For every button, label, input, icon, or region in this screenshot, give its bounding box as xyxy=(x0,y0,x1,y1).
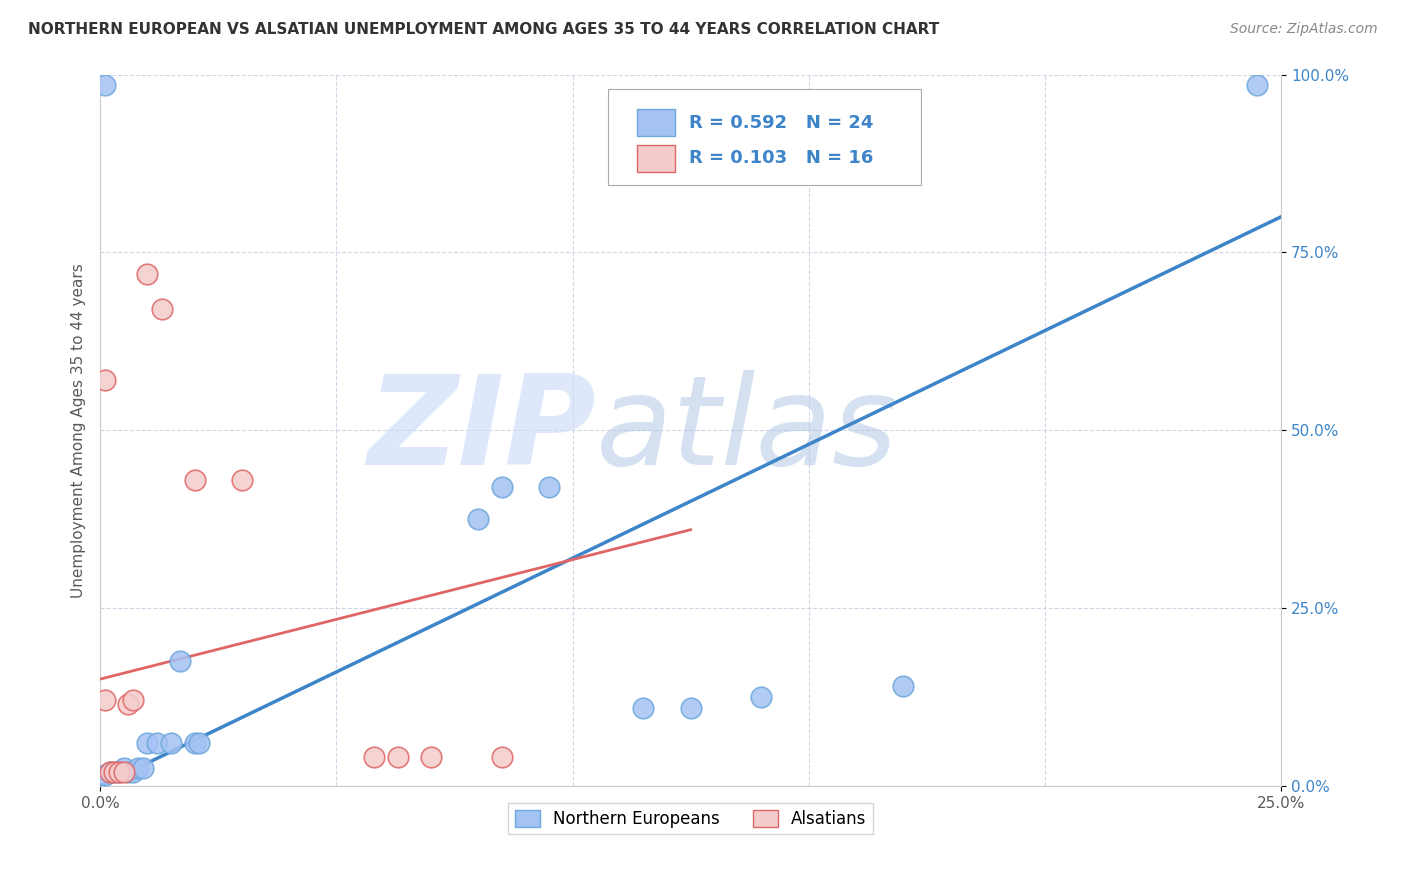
Point xyxy=(112,764,135,779)
Point xyxy=(633,700,655,714)
Point xyxy=(131,761,153,775)
Point xyxy=(117,697,139,711)
Bar xyxy=(637,110,675,136)
Point xyxy=(98,764,121,779)
Text: Source: ZipAtlas.com: Source: ZipAtlas.com xyxy=(1230,22,1378,37)
Point xyxy=(1246,78,1268,93)
Text: ZIP: ZIP xyxy=(367,369,596,491)
Point xyxy=(122,764,145,779)
Point xyxy=(169,654,191,668)
Point xyxy=(108,764,131,779)
Text: atlas: atlas xyxy=(596,369,898,491)
Bar xyxy=(637,145,675,172)
Point xyxy=(127,761,149,775)
Point xyxy=(537,480,560,494)
Point xyxy=(363,750,385,764)
Text: R = 0.592   N = 24: R = 0.592 N = 24 xyxy=(689,114,873,132)
Point xyxy=(751,690,773,704)
Point xyxy=(679,700,702,714)
Point xyxy=(146,736,169,750)
Legend: Northern Europeans, Alsatians: Northern Europeans, Alsatians xyxy=(508,803,873,834)
Point xyxy=(94,768,117,782)
Point xyxy=(94,693,117,707)
Point xyxy=(103,764,125,779)
Point xyxy=(103,764,125,779)
Point xyxy=(231,473,253,487)
Point xyxy=(112,761,135,775)
Point xyxy=(491,480,513,494)
Point xyxy=(183,473,205,487)
FancyBboxPatch shape xyxy=(607,88,921,185)
Point xyxy=(183,736,205,750)
Point xyxy=(150,302,173,317)
Point xyxy=(891,679,914,693)
Point xyxy=(98,764,121,779)
Point xyxy=(122,693,145,707)
Point xyxy=(491,750,513,764)
Point xyxy=(387,750,409,764)
Point xyxy=(117,764,139,779)
Point xyxy=(419,750,441,764)
Text: NORTHERN EUROPEAN VS ALSATIAN UNEMPLOYMENT AMONG AGES 35 TO 44 YEARS CORRELATION: NORTHERN EUROPEAN VS ALSATIAN UNEMPLOYME… xyxy=(28,22,939,37)
Point xyxy=(136,267,159,281)
Point xyxy=(136,736,159,750)
Point xyxy=(94,78,117,93)
Y-axis label: Unemployment Among Ages 35 to 44 years: Unemployment Among Ages 35 to 44 years xyxy=(72,263,86,598)
Point xyxy=(160,736,183,750)
Point xyxy=(188,736,211,750)
Point xyxy=(94,373,117,387)
Text: R = 0.103   N = 16: R = 0.103 N = 16 xyxy=(689,150,873,168)
Point xyxy=(108,764,131,779)
Point xyxy=(467,512,489,526)
